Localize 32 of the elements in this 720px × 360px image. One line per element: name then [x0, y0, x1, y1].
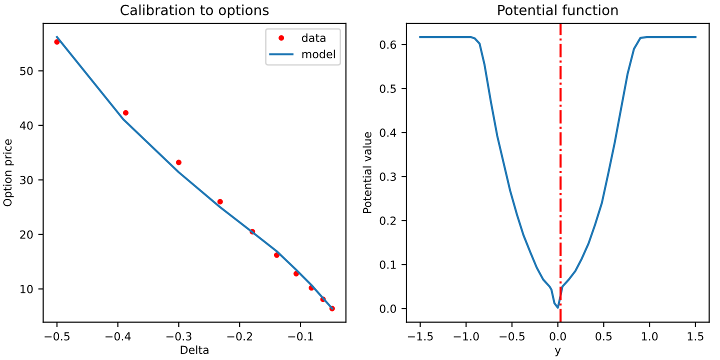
y-tick-label: 0.3 [380, 172, 396, 181]
x-tick-label: −1.5 [408, 332, 433, 341]
y-tick-label: 0.5 [380, 84, 396, 93]
x-tick-label: −0.4 [106, 332, 131, 341]
y-tick-label: 0.6 [380, 40, 396, 49]
x-tick-label: −0.5 [500, 332, 524, 341]
x-tick-label: 0.5 [596, 332, 612, 341]
y-tick-label: 10 [20, 284, 33, 294]
x-axis-title: y [554, 348, 561, 356]
chart-title: Potential function [498, 4, 618, 16]
x-tick-label: 1.5 [688, 332, 704, 341]
chart-title: Calibration to options [120, 4, 269, 18]
x-tick-label: −0.5 [44, 332, 70, 341]
y-tick-label: 40 [20, 121, 33, 130]
x-tick-label: 1.0 [642, 332, 658, 341]
y-tick-label: 50 [20, 66, 33, 76]
legend-label: model [302, 50, 335, 58]
legend-label: data [302, 33, 326, 42]
x-tick-label: −0.1 [288, 332, 313, 341]
x-tick-label: 0.0 [550, 332, 566, 341]
y-tick-label: 0.2 [380, 216, 396, 225]
y-tick-label: 0.1 [380, 260, 396, 269]
y-tick-label: 30 [20, 176, 33, 184]
x-tick-label: −1.0 [454, 332, 479, 341]
x-tick-label: −0.3 [166, 332, 192, 341]
y-tick-label: 0.0 [380, 304, 396, 313]
y-tick-label: 0.4 [380, 128, 396, 137]
x-axis-title: Delta [180, 345, 208, 354]
x-tick-label: −0.2 [227, 332, 252, 341]
y-tick-label: 20 [20, 230, 33, 239]
y-axis-title: Option price [3, 139, 14, 206]
y-axis-title: Potential value [362, 132, 372, 213]
